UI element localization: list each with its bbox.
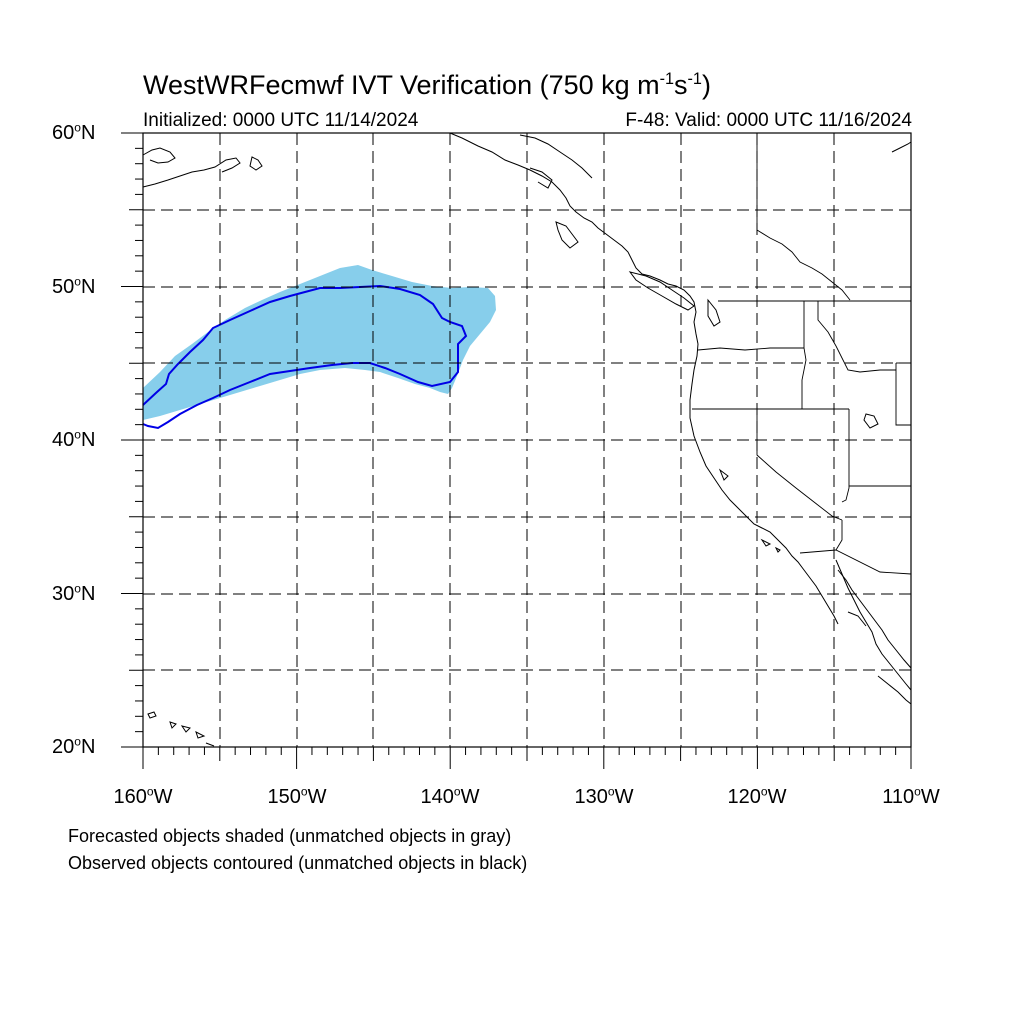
observed-object-contour xyxy=(142,284,468,430)
lat-label-30: 30oN xyxy=(52,581,96,605)
title-end: ) xyxy=(701,70,711,100)
forecast-object-shaded xyxy=(143,265,496,420)
lon-label-130: 130oW xyxy=(574,784,634,808)
axis-ticks xyxy=(121,132,912,769)
lat-label-20: 20oN xyxy=(52,734,96,758)
lat-label-40: 40oN xyxy=(52,427,96,451)
coastlines xyxy=(142,132,912,747)
subtitle-initialized: Initialized: 0000 UTC 11/14/2024 xyxy=(143,110,419,131)
lat-label-60: 60oN xyxy=(52,120,96,144)
political-borders xyxy=(692,133,912,575)
title-exp-1: -1 xyxy=(659,70,675,88)
lon-label-120: 120oW xyxy=(727,784,787,808)
title-mid: s xyxy=(674,70,688,100)
lon-label-140: 140oW xyxy=(420,784,480,808)
title-main: WestWRFecmwf IVT Verification (750 kg m xyxy=(143,70,660,100)
lon-label-110: 110oW xyxy=(882,784,940,808)
lon-label-160: 160oW xyxy=(113,784,173,808)
footnote-forecast: Forecasted objects shaded (unmatched obj… xyxy=(68,826,512,846)
lat-label-50: 50oN xyxy=(52,274,96,298)
title-exp-2: -1 xyxy=(687,70,702,88)
chart-title: WestWRFecmwf IVT Verification (750 kg m-… xyxy=(143,70,711,101)
lon-label-150: 150oW xyxy=(267,784,327,808)
footnote-observed: Observed objects contoured (unmatched ob… xyxy=(68,853,528,873)
graticule xyxy=(143,133,911,747)
subtitle-valid: F-48: Valid: 0000 UTC 11/16/2024 xyxy=(625,110,912,131)
